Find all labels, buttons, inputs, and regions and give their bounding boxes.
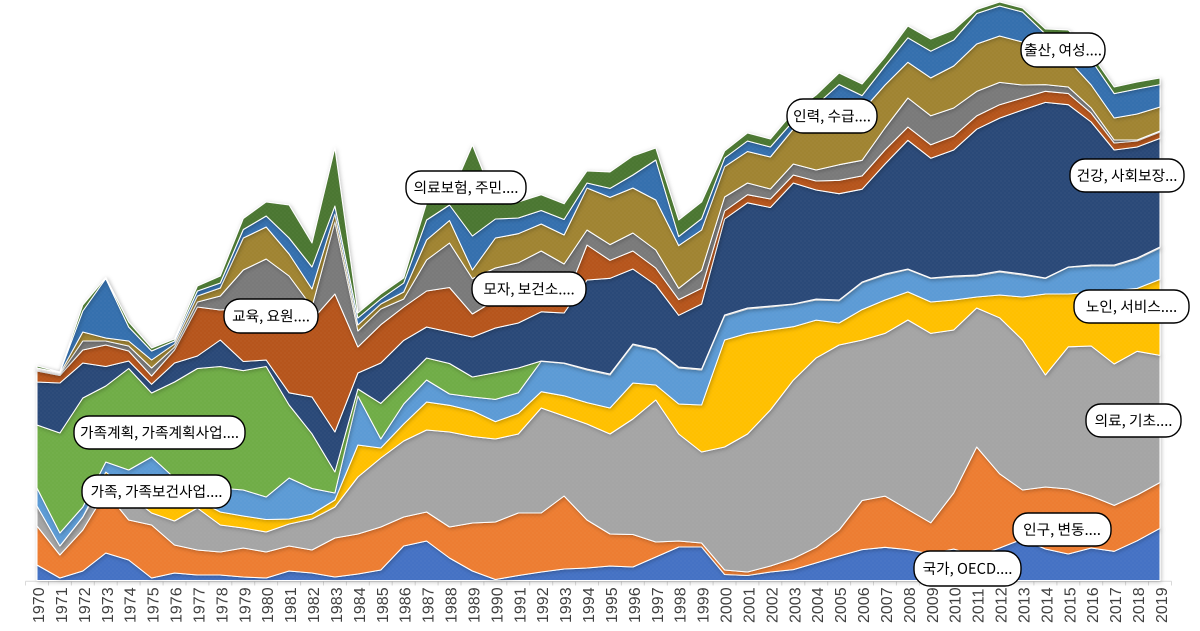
svg-text:2009: 2009: [925, 587, 942, 623]
svg-text:2012: 2012: [994, 587, 1011, 623]
svg-text:1992: 1992: [535, 587, 552, 623]
svg-text:1996: 1996: [627, 587, 644, 623]
svg-text:1983: 1983: [329, 587, 346, 623]
svg-text:1998: 1998: [673, 587, 690, 623]
svg-text:1987: 1987: [421, 587, 438, 623]
svg-text:1980: 1980: [260, 587, 277, 623]
svg-text:2013: 2013: [1017, 587, 1034, 623]
svg-text:1990: 1990: [489, 587, 506, 623]
svg-text:2003: 2003: [787, 587, 804, 623]
svg-text:1993: 1993: [558, 587, 575, 623]
svg-text:1977: 1977: [191, 587, 208, 623]
svg-text:1973: 1973: [100, 587, 117, 623]
svg-text:2014: 2014: [1039, 587, 1056, 623]
svg-text:2010: 2010: [948, 587, 965, 623]
svg-text:1995: 1995: [604, 587, 621, 623]
svg-text:1997: 1997: [650, 587, 667, 623]
svg-text:2018: 2018: [1131, 587, 1148, 623]
svg-text:2017: 2017: [1108, 587, 1125, 623]
svg-text:2008: 2008: [902, 587, 919, 623]
svg-text:1981: 1981: [283, 587, 300, 623]
svg-text:1970: 1970: [31, 587, 48, 623]
svg-text:1991: 1991: [512, 587, 529, 623]
svg-text:2005: 2005: [833, 587, 850, 623]
svg-text:1979: 1979: [237, 587, 254, 623]
svg-text:1975: 1975: [146, 587, 163, 623]
svg-text:1988: 1988: [444, 587, 461, 623]
svg-text:1994: 1994: [581, 587, 598, 623]
svg-text:2015: 2015: [1062, 587, 1079, 623]
svg-text:1976: 1976: [169, 587, 186, 623]
svg-text:1978: 1978: [214, 587, 231, 623]
svg-text:2016: 2016: [1085, 587, 1102, 623]
svg-text:1989: 1989: [466, 587, 483, 623]
svg-text:1974: 1974: [123, 587, 140, 623]
svg-text:2000: 2000: [719, 587, 736, 623]
svg-text:2004: 2004: [810, 587, 827, 623]
svg-text:1984: 1984: [352, 587, 369, 623]
svg-text:2001: 2001: [742, 587, 759, 623]
svg-text:1986: 1986: [398, 587, 415, 623]
svg-text:2006: 2006: [856, 587, 873, 623]
svg-text:2019: 2019: [1154, 587, 1171, 623]
svg-text:1971: 1971: [54, 587, 71, 623]
svg-text:1999: 1999: [696, 587, 713, 623]
svg-text:2002: 2002: [764, 587, 781, 623]
svg-text:1982: 1982: [306, 587, 323, 623]
svg-text:2011: 2011: [971, 588, 988, 623]
svg-text:1985: 1985: [375, 587, 392, 623]
svg-text:2007: 2007: [879, 587, 896, 623]
svg-text:1972: 1972: [77, 587, 94, 623]
